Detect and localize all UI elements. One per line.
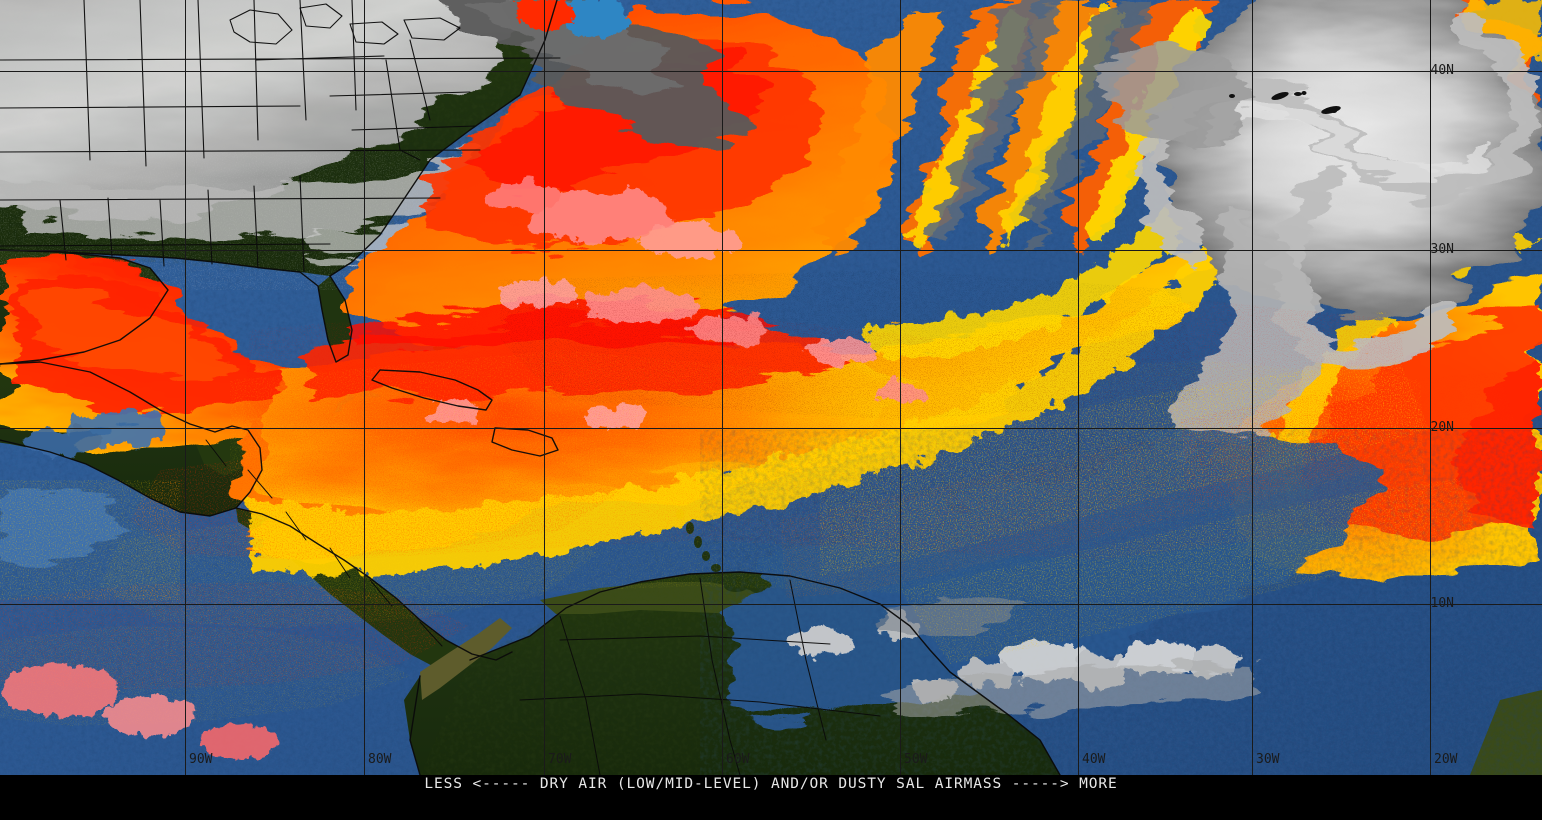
- pixel-dropouts: [500, 270, 1200, 420]
- map-boundaries: [0, 0, 1061, 775]
- azores-islands: [1229, 91, 1341, 114]
- pacific-corner: [0, 480, 180, 600]
- global-yellow-speckle: [230, 350, 1430, 600]
- legend-caption: LESS <----- DRY AIR (LOW/MID-LEVEL) AND/…: [424, 776, 1118, 792]
- northeast-cloud-wedge: [440, 0, 750, 160]
- satellite-image[interactable]: [0, 0, 1542, 775]
- annotation-bar: LESS <----- DRY AIR (LOW/MID-LEVEL) AND/…: [0, 775, 1542, 820]
